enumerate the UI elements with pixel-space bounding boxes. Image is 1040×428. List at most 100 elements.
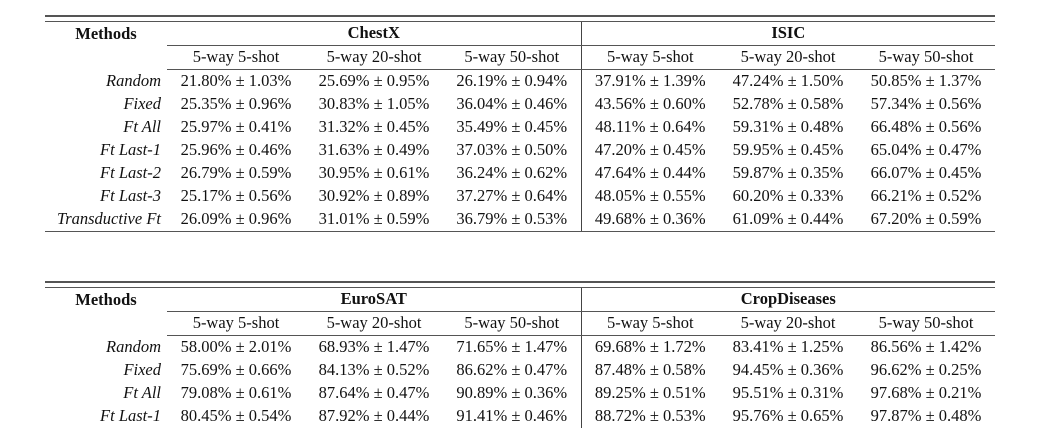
result-cell: 26.79% ± 0.59% <box>180 163 292 182</box>
header-row: Methods EuroSAT CropDiseases <box>45 288 996 312</box>
result-cell: 87.48% ± 0.58% <box>580 358 720 382</box>
result-cell: 59.95% ± 0.45% <box>732 140 844 159</box>
table-row: Fixed 25.35% ± 0.96% 30.83% ± 1.05% 36.04% … <box>45 92 995 116</box>
top-rule <box>45 281 995 288</box>
result-cell: 30.95% ± 0.61% <box>318 163 430 182</box>
setting-header: 5-way 20-shot <box>305 45 443 70</box>
setting-header: 5-way 5-shot <box>580 311 720 336</box>
result-cell: 91.41% ± 0.46% <box>456 406 568 425</box>
result-cell: 79.08% ± 0.61% <box>180 383 292 402</box>
method-name: Ft Last-1 <box>100 406 161 425</box>
result-cell: 95.76% ± 0.65% <box>732 406 844 425</box>
result-cell: 96.62% ± 0.25% <box>870 360 982 379</box>
result-cell: 97.87% ± 0.48% <box>870 406 982 425</box>
result-cell: 68.93% ± 1.47% <box>318 337 430 356</box>
dataset-header: EuroSAT <box>167 288 582 312</box>
results-table-eurosat-cropdiseases: Methods EuroSAT CropDiseases 5-way 5-shot 5-… <box>45 281 996 428</box>
empty-cell <box>45 45 167 69</box>
result-cell: 50.85% ± 1.37% <box>870 71 982 90</box>
methods-header: Methods <box>75 289 137 309</box>
result-cell: 25.69% ± 0.95% <box>318 71 430 90</box>
result-cell: 67.20% ± 0.59% <box>857 207 996 232</box>
method-name: Ft Last-2 <box>100 163 161 182</box>
dataset-header: CropDiseases <box>580 288 996 312</box>
result-cell: 31.32% ± 0.45% <box>318 117 430 136</box>
setting-header: 5-way 50-shot <box>443 45 582 70</box>
method-name: Ft Last-1 <box>100 140 161 159</box>
method-name: Transductive Ft <box>45 207 167 232</box>
setting-header: 5-way 5-shot <box>167 311 305 336</box>
result-cell: 57.34% ± 0.56% <box>870 94 982 113</box>
result-cell: 25.97% ± 0.41% <box>180 117 292 136</box>
setting-header: 5-way 20-shot <box>305 311 443 336</box>
result-cell: 87.64% ± 0.47% <box>318 383 430 402</box>
result-cell: 66.07% ± 0.45% <box>870 163 982 182</box>
result-cell: 36.04% ± 0.46% <box>456 94 568 113</box>
table-row: Fixed 75.69% ± 0.66% 84.13% ± 0.52% 86.62% … <box>45 358 995 382</box>
result-cell: 30.83% ± 1.05% <box>318 94 430 113</box>
result-cell: 83.41% ± 1.25% <box>732 337 844 356</box>
method-name: Random <box>106 336 161 356</box>
result-cell: 47.20% ± 0.45% <box>580 138 720 162</box>
setting-header: 5-way 20-shot <box>719 45 858 70</box>
methods-header: Methods <box>75 23 137 43</box>
setting-header: 5-way 20-shot <box>719 311 858 336</box>
result-cell: 31.63% ± 0.49% <box>318 140 430 159</box>
result-cell: 47.64% ± 0.44% <box>580 161 720 185</box>
result-cell: 61.09% ± 0.44% <box>719 207 858 232</box>
result-cell: 80.45% ± 0.54% <box>180 406 292 425</box>
result-cell: 66.48% ± 0.56% <box>870 117 982 136</box>
setting-header-row: 5-way 5-shot 5-way 20-shot 5-way 50-shot 5-… <box>45 45 996 70</box>
table-row: Transductive Ft 26.09% ± 0.96% 31.01% ± 0.… <box>45 207 996 232</box>
result-cell: 94.45% ± 0.36% <box>732 360 844 379</box>
setting-header: 5-way 50-shot <box>857 45 996 70</box>
table-row: Ft Last-1 25.96% ± 0.46% 31.63% ± 0.49% 37.… <box>45 138 995 162</box>
result-cell: 84.13% ± 0.52% <box>318 360 430 379</box>
results-table: Methods EuroSAT CropDiseases 5-way 5-shot 5-… <box>45 288 996 428</box>
result-cell: 87.92% ± 0.44% <box>318 406 430 425</box>
result-cell: 71.65% ± 1.47% <box>456 337 568 356</box>
table-row: Ft Last-1 80.45% ± 0.54% 87.92% ± 0.44% 91.… <box>45 404 995 428</box>
method-name: Fixed <box>123 360 161 379</box>
result-cell: 37.27% ± 0.64% <box>456 186 568 205</box>
method-name: Ft Last-3 <box>100 186 161 205</box>
result-cell: 66.21% ± 0.52% <box>870 186 982 205</box>
result-cell: 88.72% ± 0.53% <box>580 404 720 428</box>
table-row: Ft Last-3 25.17% ± 0.56% 30.92% ± 0.89% 37.… <box>45 184 995 208</box>
result-cell: 31.01% ± 0.59% <box>305 207 443 232</box>
result-cell: 30.92% ± 0.89% <box>318 186 430 205</box>
empty-cell <box>45 311 167 335</box>
result-cell: 58.00% ± 2.01% <box>180 337 292 356</box>
setting-header-row: 5-way 5-shot 5-way 20-shot 5-way 50-shot 5-… <box>45 311 996 336</box>
result-cell: 21.80% ± 1.03% <box>180 71 292 90</box>
result-cell: 26.19% ± 0.94% <box>456 71 568 90</box>
results-table-chestx-isic: Methods ChestX ISIC 5-way 5-shot 5-way 20-sh… <box>45 15 996 232</box>
result-cell: 59.31% ± 0.48% <box>732 117 844 136</box>
dataset-header: ChestX <box>167 22 582 46</box>
setting-header: 5-way 5-shot <box>580 45 720 70</box>
setting-header: 5-way 5-shot <box>167 45 305 70</box>
result-cell: 36.79% ± 0.53% <box>443 207 582 232</box>
result-cell: 48.11% ± 0.64% <box>580 115 720 139</box>
result-cell: 48.05% ± 0.55% <box>580 184 720 208</box>
results-table: Methods ChestX ISIC 5-way 5-shot 5-way 20-sh… <box>45 22 996 232</box>
result-cell: 35.49% ± 0.45% <box>456 117 568 136</box>
result-cell: 75.69% ± 0.66% <box>180 360 292 379</box>
table-row: Ft Last-2 26.79% ± 0.59% 30.95% ± 0.61% 36.… <box>45 161 995 185</box>
table-row: Random 58.00% ± 2.01% 68.93% ± 1.47% 71.65%… <box>45 335 995 359</box>
setting-header: 5-way 50-shot <box>443 311 582 336</box>
table-row: Random 21.80% ± 1.03% 25.69% ± 0.95% 26.19%… <box>45 69 995 93</box>
top-rule <box>45 15 995 22</box>
result-cell: 36.24% ± 0.62% <box>456 163 568 182</box>
header-row: Methods ChestX ISIC <box>45 22 996 46</box>
result-cell: 60.20% ± 0.33% <box>732 186 844 205</box>
table-row: Ft All 25.97% ± 0.41% 31.32% ± 0.45% 35.49%… <box>45 115 995 139</box>
result-cell: 86.56% ± 1.42% <box>870 337 982 356</box>
method-name: Random <box>106 70 161 90</box>
result-cell: 89.25% ± 0.51% <box>580 381 720 405</box>
result-cell: 49.68% ± 0.36% <box>580 207 720 232</box>
setting-header: 5-way 50-shot <box>857 311 996 336</box>
method-name: Ft All <box>123 383 161 402</box>
result-cell: 52.78% ± 0.58% <box>732 94 844 113</box>
result-cell: 90.89% ± 0.36% <box>456 383 568 402</box>
